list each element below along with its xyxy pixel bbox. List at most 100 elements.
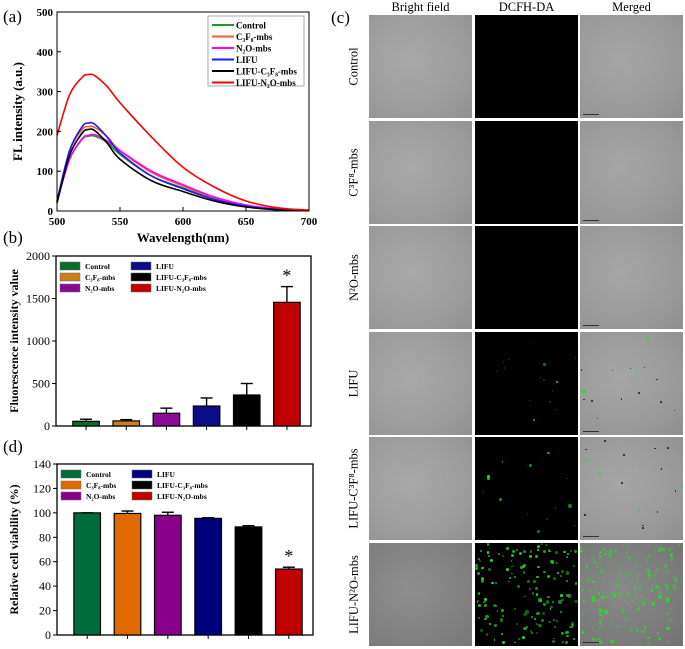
- fluorescent-cell: [523, 550, 527, 554]
- fluorescent-cell: [582, 600, 586, 604]
- bar-d-1: [113, 512, 142, 636]
- bright-field-image: [369, 543, 472, 646]
- row-label-text: C³F⁸-mbs: [346, 148, 361, 197]
- fluorescent-cell: [664, 564, 668, 568]
- legend-label-b: Control: [85, 262, 110, 271]
- fluorescent-cell: [542, 602, 547, 607]
- fluorescent-cell: [582, 389, 586, 393]
- fluorescent-cell: [599, 636, 601, 639]
- fluorescent-cell: [670, 554, 674, 558]
- fluorescent-cell: [485, 633, 488, 636]
- merged-image: [580, 15, 683, 118]
- fluorescent-cell: [595, 565, 599, 569]
- fluorescent-cell: [476, 601, 479, 604]
- bright-field-image: [369, 332, 472, 435]
- fluorescent-cell: [609, 610, 612, 613]
- x-tick-label-a: 500: [49, 216, 66, 228]
- fluorescent-cell: [668, 548, 672, 551]
- plot-frame-d: [56, 463, 314, 636]
- fluorescent-cell: [511, 549, 515, 553]
- bright-field-image: [369, 437, 472, 540]
- fluorescent-cell: [488, 623, 492, 626]
- fluorescent-cell: [570, 549, 573, 552]
- fluorescent-cell: [667, 447, 669, 449]
- fluorescent-cell: [555, 408, 557, 411]
- fluorescent-cell: [674, 490, 677, 492]
- bar-b-2: [152, 412, 181, 427]
- fluorescent-cell: [658, 589, 661, 591]
- fluorescent-cell: [615, 563, 619, 568]
- fluorescent-cell: [508, 358, 510, 361]
- fluorescent-cell: [552, 601, 555, 604]
- fluorescent-cell: [673, 409, 676, 412]
- fluorescent-cell: [580, 630, 585, 635]
- merged-image: [580, 543, 683, 646]
- fluorescent-cell: [599, 550, 602, 554]
- fluorescent-cell: [556, 620, 559, 623]
- fluorescent-cell: [584, 565, 588, 568]
- fluorescent-cell: [553, 577, 556, 581]
- fluorescent-cell: [614, 601, 617, 604]
- fluorescent-cell: [588, 579, 591, 582]
- fluorescent-cell: [489, 559, 493, 563]
- fluorescent-cell: [500, 632, 503, 635]
- fluorescent-cell: [645, 337, 649, 341]
- legend-a: [207, 15, 305, 87]
- fluorescent-cell: [573, 564, 576, 567]
- fluorescent-cell: [657, 631, 660, 635]
- fluorescent-cell: [499, 618, 504, 622]
- fluorescent-cell: [598, 622, 602, 625]
- fluorescent-cell: [477, 571, 481, 575]
- fluorescent-cell: [488, 547, 491, 550]
- fluorescent-cell: [667, 603, 670, 605]
- fluorescent-cell: [643, 366, 646, 369]
- y-tick-label-d: 100: [33, 506, 51, 520]
- fluorescent-cell: [493, 638, 496, 641]
- line-series-5: [56, 73, 310, 212]
- fluorescent-cell: [565, 571, 569, 575]
- legend-label-a: LIFU-N₂O-mbs: [236, 78, 296, 88]
- y-tick-label-d: 120: [33, 481, 51, 495]
- fluorescent-cell: [523, 595, 526, 598]
- y-axis-label-d: Relative cell viability (%): [7, 484, 21, 614]
- fluorescent-cell: [533, 418, 536, 421]
- fluorescent-cell: [574, 357, 577, 359]
- bright-field-image: [369, 121, 472, 224]
- fluorescent-cell: [484, 617, 488, 621]
- fluorescent-cell: [589, 622, 592, 625]
- fluorescent-cell: [550, 606, 553, 609]
- fluorescent-cell: [642, 524, 644, 527]
- fluorescent-cell: [604, 610, 608, 614]
- fluorescent-cell: [658, 595, 662, 599]
- fluorescent-cell: [549, 550, 551, 553]
- fluorescent-cell: [599, 564, 602, 567]
- bar-d-5: [274, 568, 303, 636]
- fluorescent-cell: [482, 491, 484, 493]
- fluorescent-cell: [538, 623, 542, 627]
- significance-asterisk: *: [284, 546, 293, 566]
- fluorescent-cell: [542, 612, 546, 616]
- fluorescent-cell: [503, 367, 506, 369]
- fluorescent-cell: [554, 507, 557, 509]
- fluorescent-cell: [535, 592, 539, 596]
- merged-image: [580, 226, 683, 329]
- fluorescent-cell: [611, 369, 614, 372]
- fluorescent-cell: [530, 615, 534, 618]
- y-tick-label-a: 0: [48, 206, 54, 218]
- fluorescent-cell: [523, 571, 526, 574]
- fluorescent-cell: [627, 556, 630, 559]
- row-label-text: N²O-mbs: [346, 254, 361, 301]
- fluorescent-cell: [526, 463, 529, 466]
- legend-label-b: LIFU-C₃F₈-mbs: [156, 273, 207, 282]
- fluorescent-cell: [602, 579, 604, 581]
- fluorescent-cell: [558, 600, 562, 604]
- fluorescent-cell: [574, 549, 578, 553]
- fluorescent-cell: [529, 464, 532, 467]
- fluorescent-cell: [591, 579, 595, 584]
- legend-swatch-d: [60, 480, 82, 490]
- column-header-dcfh-da: DCFH-DA: [498, 0, 555, 14]
- legend-swatch-b: [130, 272, 152, 282]
- fluorescent-cell: [612, 640, 615, 643]
- fluorescent-cell: [660, 546, 663, 550]
- fluorescent-cell: [547, 451, 550, 455]
